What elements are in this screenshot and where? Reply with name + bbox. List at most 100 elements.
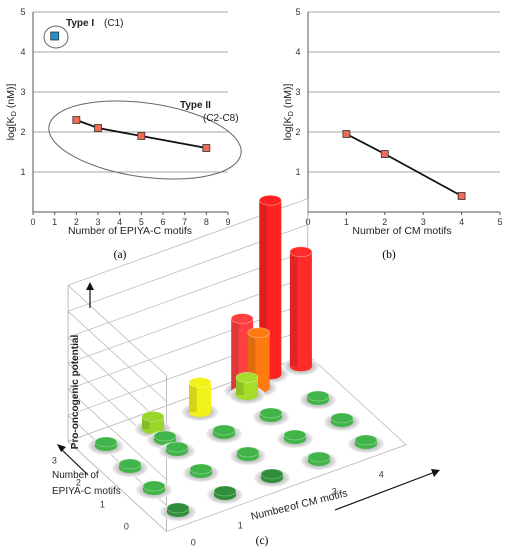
- bar-cylinder: [212, 424, 236, 439]
- x-axis-arrow: [334, 471, 436, 511]
- bar-top: [259, 407, 283, 419]
- c-x-tick-label: 2: [285, 504, 290, 514]
- c-y-tick-label: 0: [124, 522, 129, 532]
- bar-top: [213, 485, 237, 497]
- bar-base: [236, 390, 258, 400]
- z-arrow-head: [86, 282, 94, 290]
- y-axis-arrow: [59, 447, 89, 476]
- bar-top: [235, 372, 259, 383]
- bar-shade: [231, 318, 239, 391]
- chart-c: 0 1 2 3 4 0 1 2 3 Pro-oncogenic potential Number…: [52, 195, 440, 548]
- x-arrow-head: [431, 469, 440, 477]
- bar-top: [212, 424, 236, 436]
- b-y-tick-label: 1: [295, 167, 300, 177]
- bar-cylinder: [118, 458, 142, 473]
- a-y-tick-label: 4: [20, 47, 25, 57]
- chart-c-ylabel-line2: EPIYA-C motifs: [52, 486, 121, 497]
- bar-shade: [189, 382, 197, 412]
- chart-b-xlabel: Number of CM motifs: [352, 225, 451, 237]
- chart-a-xlabel: Number of EPIYA-C motifs: [68, 225, 192, 237]
- b-x-tick-label: 4: [459, 217, 464, 227]
- c-x-tick-label: 4: [379, 470, 384, 480]
- bar-cylinder: [213, 485, 237, 500]
- a-x-tick-label: 6: [160, 217, 165, 227]
- a-x-tick-label: 0: [30, 217, 35, 227]
- bar-top: [247, 327, 271, 339]
- bar-shade: [247, 332, 256, 388]
- bar-cylinder: [94, 436, 118, 451]
- a-x-tick-label: 4: [117, 217, 122, 227]
- bar-cylinder: [236, 446, 260, 461]
- b-point: [342, 130, 351, 138]
- chart-c-xlabel: Number of CM motifs: [250, 487, 349, 523]
- chart-c-ylabel-line1: Number of: [52, 470, 99, 481]
- bar-top: [283, 429, 307, 441]
- b-x-tick-label: 5: [497, 217, 502, 227]
- bar-top: [260, 468, 284, 480]
- bar-cylinder: [235, 372, 259, 400]
- left-wall-gridline: [67, 311, 167, 402]
- bar-shade: [259, 200, 267, 375]
- b-x-tick-label: 1: [344, 217, 349, 227]
- type-i-ellipse: [43, 25, 69, 49]
- bar-top: [236, 446, 260, 458]
- bar-top: [94, 436, 118, 448]
- bar-cylinder: [354, 434, 378, 449]
- bar-top: [306, 390, 330, 402]
- bar-top: [166, 502, 190, 514]
- type-ii-ellipse: [48, 100, 242, 180]
- b-series-line: [345, 133, 463, 197]
- bar-cylinder: [283, 429, 307, 444]
- chart-b-ylabel: log[KD (nM)]: [282, 84, 295, 141]
- b-point: [380, 150, 389, 158]
- a-x-tick-label: 5: [139, 217, 144, 227]
- chart-a: 1 2 3 4 5 0 1 2 3 4 5 6 7 8 9 Type I (C1) Type II (C2-…: [5, 7, 242, 261]
- b-y-tick-label: 2: [295, 127, 300, 137]
- bar-top: [330, 412, 354, 424]
- bar-body: [189, 382, 211, 412]
- bar-cylinder: [142, 480, 166, 495]
- type-ii-sub: (C2-C8): [203, 113, 239, 124]
- a-point: [202, 144, 211, 152]
- a-y-tick-label: 3: [20, 87, 25, 97]
- bar-top: [118, 458, 142, 470]
- bar-base: [189, 407, 211, 417]
- a-x-tick-label: 1: [52, 217, 57, 227]
- b-y-tick-label: 5: [295, 7, 300, 17]
- a-x-tick-label: 9: [225, 217, 230, 227]
- bar-cylinder: [260, 468, 284, 483]
- a-y-tick-label: 1: [20, 167, 25, 177]
- bar-top: [354, 434, 378, 446]
- a-point: [137, 132, 146, 140]
- bar-body: [289, 251, 312, 367]
- bar-cylinder: [307, 451, 331, 466]
- c-y-tick-label: 1: [100, 500, 105, 510]
- bar-cylinder: [166, 502, 190, 517]
- a-y-tick-label: 5: [20, 7, 25, 17]
- bar-top: [230, 313, 254, 324]
- bar-base: [289, 361, 312, 372]
- bar-top: [141, 411, 165, 422]
- bar-cylinder: [330, 412, 354, 427]
- bar-top: [258, 195, 282, 206]
- a-series-line: [76, 119, 207, 149]
- bar-shade: [236, 377, 244, 395]
- bar-top: [189, 463, 213, 475]
- panel-label-c: (c): [256, 535, 269, 547]
- type-i-sub: (C1): [104, 18, 123, 29]
- bar-cylinder: [306, 390, 330, 405]
- y-arrow-head: [57, 444, 66, 452]
- bar-top: [289, 246, 313, 258]
- type-i-label: Type I: [66, 18, 94, 29]
- b-point: [457, 192, 466, 200]
- left-wall-gridline: [67, 285, 167, 376]
- left-wall-gridline: [67, 389, 167, 480]
- a-x-tick-label: 3: [95, 217, 100, 227]
- bar-top: [165, 441, 189, 453]
- bar-top: [307, 451, 331, 463]
- c-x-tick-label: 1: [238, 521, 243, 531]
- panel-label-a: (a): [114, 249, 127, 261]
- a-point: [94, 124, 102, 132]
- panel-label-b: (b): [382, 249, 396, 261]
